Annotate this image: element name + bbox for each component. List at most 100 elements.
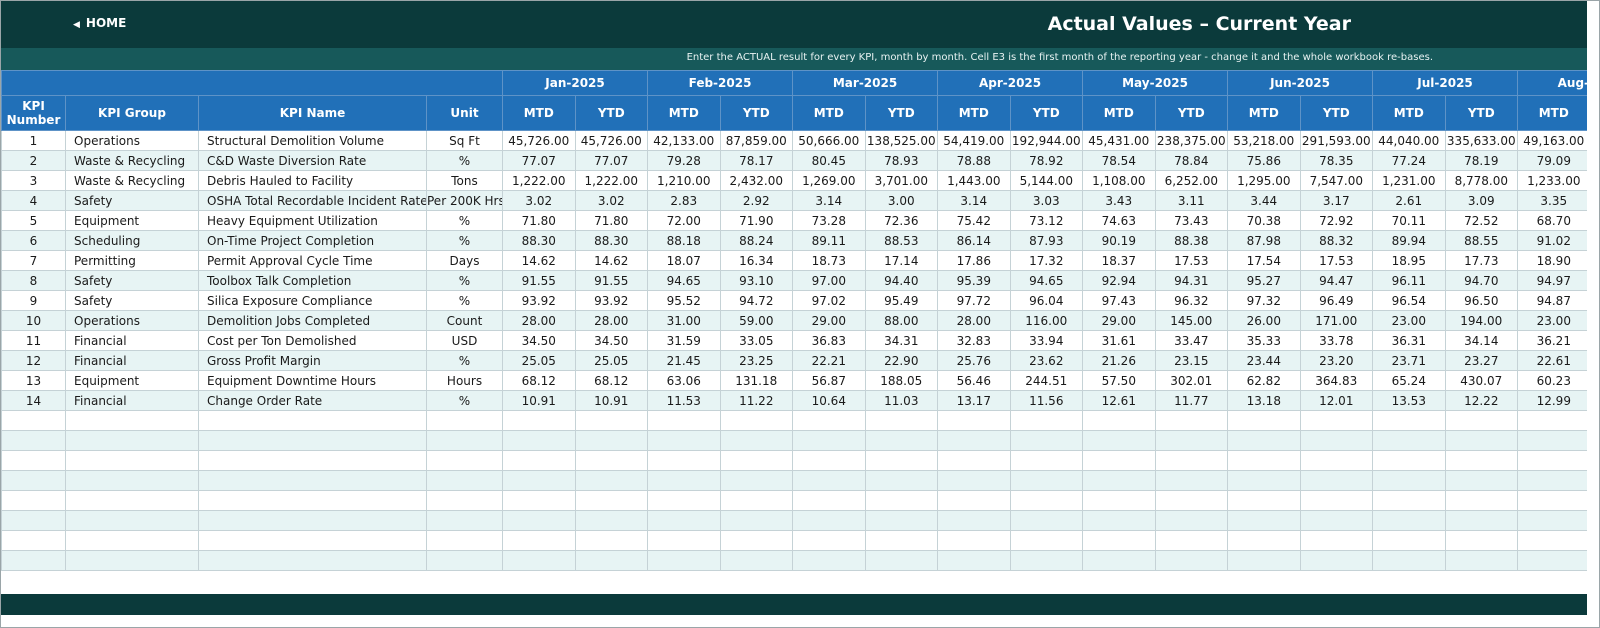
value-cell: 31.59 <box>647 330 721 351</box>
empty-cell <box>574 470 649 491</box>
value-cell: 91.02 <box>1517 230 1587 251</box>
value-cell: 18.73 <box>792 250 866 271</box>
empty-cell <box>65 470 199 491</box>
empty-cell <box>1154 510 1229 531</box>
value-cell: 11.77 <box>1154 390 1229 411</box>
empty-row <box>1 430 1587 451</box>
empty-cell <box>1 410 66 431</box>
value-cell: 35.33 <box>1227 330 1301 351</box>
value-cell: 3.44 <box>1227 190 1301 211</box>
value-cell: 23.00 <box>1517 310 1587 331</box>
empty-cell <box>1372 410 1446 431</box>
empty-cell <box>502 510 576 531</box>
value-cell: 95.39 <box>937 270 1011 291</box>
value-cell: 94.65 <box>647 270 721 291</box>
empty-cell <box>198 510 427 531</box>
empty-cell <box>502 530 576 551</box>
empty-cell <box>1 510 66 531</box>
value-cell: 71.90 <box>719 210 794 231</box>
cell: % <box>426 150 503 171</box>
value-cell: 78.88 <box>937 150 1011 171</box>
empty-cell <box>647 430 721 451</box>
value-cell: 94.40 <box>864 270 939 291</box>
value-cell: 7,547.00 <box>1299 170 1374 191</box>
empty-cell <box>1009 430 1084 451</box>
empty-cell <box>1444 490 1519 511</box>
empty-cell <box>1 490 66 511</box>
value-cell: 54,419.00 <box>937 130 1011 151</box>
value-cell: 63.06 <box>647 370 721 391</box>
cell: OSHA Total Recordable Incident Rate <box>198 190 427 211</box>
empty-cell <box>1372 470 1446 491</box>
value-cell: 3.02 <box>502 190 576 211</box>
empty-cell <box>1 430 66 451</box>
value-cell: 11.53 <box>647 390 721 411</box>
empty-row <box>1 550 1587 571</box>
value-cell: 6,252.00 <box>1154 170 1229 191</box>
value-cell: 28.00 <box>502 310 576 331</box>
empty-cell <box>719 450 794 471</box>
value-cell: 94.70 <box>1444 270 1519 291</box>
value-cell: 91.55 <box>502 270 576 291</box>
empty-cell <box>1082 470 1156 491</box>
value-cell: 1,222.00 <box>502 170 576 191</box>
cell: Equipment <box>65 210 199 231</box>
value-cell: 17.32 <box>1009 250 1084 271</box>
value-cell: 145.00 <box>1154 310 1229 331</box>
value-cell: 1,233.00 <box>1517 170 1587 191</box>
empty-cell <box>864 450 939 471</box>
value-cell: 188.05 <box>864 370 939 391</box>
period-header: MTD <box>937 95 1011 131</box>
cell: Equipment Downtime Hours <box>198 370 427 391</box>
empty-cell <box>864 430 939 451</box>
value-cell: 75.42 <box>937 210 1011 231</box>
value-cell: 34.14 <box>1444 330 1519 351</box>
value-cell: 430.07 <box>1444 370 1519 391</box>
empty-cell <box>1082 430 1156 451</box>
data-row: 4 Safety OSHA Total Recordable Incident Ra… <box>1 190 1587 211</box>
empty-cell <box>719 510 794 531</box>
value-cell: 87.93 <box>1009 230 1084 251</box>
value-cell: 88.32 <box>1299 230 1374 251</box>
empty-cell <box>574 550 649 571</box>
value-cell: 12.22 <box>1444 390 1519 411</box>
value-cell: 45,431.00 <box>1082 130 1156 151</box>
value-cell: 3.35 <box>1517 190 1587 211</box>
cell: 13 <box>1 370 66 391</box>
empty-cell <box>1154 530 1229 551</box>
empty-cell <box>1082 450 1156 471</box>
value-cell: 56.46 <box>937 370 1011 391</box>
empty-cell <box>1372 550 1446 571</box>
empty-cell <box>1299 470 1374 491</box>
empty-cell <box>1227 450 1301 471</box>
empty-cell <box>574 430 649 451</box>
empty-cell <box>574 530 649 551</box>
cell: USD <box>426 330 503 351</box>
value-cell: 2.92 <box>719 190 794 211</box>
empty-cell <box>1372 530 1446 551</box>
cell: Waste & Recycling <box>65 150 199 171</box>
empty-cell <box>937 470 1011 491</box>
value-cell: 88.00 <box>864 310 939 331</box>
cell: 4 <box>1 190 66 211</box>
value-cell: 88.18 <box>647 230 721 251</box>
cell: Operations <box>65 130 199 151</box>
empty-cell <box>1082 530 1156 551</box>
value-cell: 72.52 <box>1444 210 1519 231</box>
value-cell: 70.38 <box>1227 210 1301 231</box>
cell: % <box>426 390 503 411</box>
value-cell: 78.35 <box>1299 150 1374 171</box>
period-header: MTD <box>1517 95 1587 131</box>
cell: Financial <box>65 330 199 351</box>
home-label[interactable]: HOME <box>85 16 127 30</box>
cell: 7 <box>1 250 66 271</box>
empty-cell <box>574 490 649 511</box>
cell: % <box>426 210 503 231</box>
empty-cell <box>792 470 866 491</box>
empty-cell <box>1082 490 1156 511</box>
value-cell: 71.80 <box>574 210 649 231</box>
value-cell: 1,295.00 <box>1227 170 1301 191</box>
cell: Heavy Equipment Utilization <box>198 210 427 231</box>
cell: Debris Hauled to Facility <box>198 170 427 191</box>
home-button[interactable]: ◀ HOME <box>73 16 127 30</box>
